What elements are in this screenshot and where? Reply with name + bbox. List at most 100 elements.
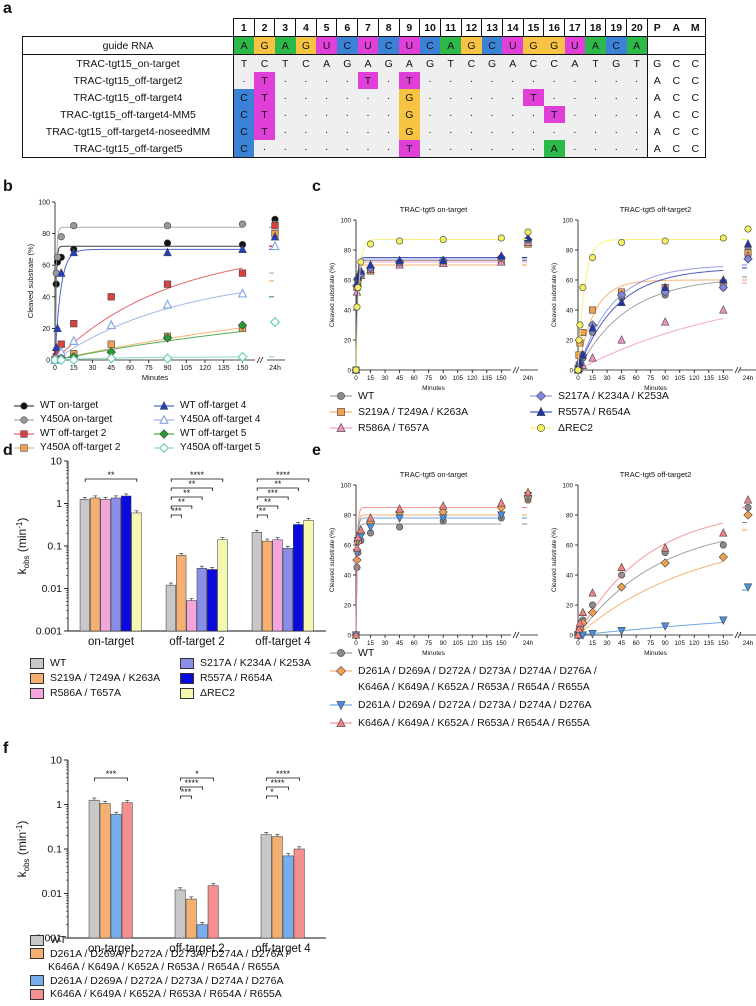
target-base: ·: [543, 89, 565, 106]
legend-label: ΔREC2: [558, 422, 594, 434]
target-base: ·: [605, 72, 627, 89]
guide-base: U: [316, 36, 337, 55]
x-tick-label: 120: [199, 365, 211, 372]
series-2: [573, 583, 753, 640]
legend-label: WT: [358, 390, 375, 402]
y-axis-label: kobs (min-1): [15, 821, 31, 878]
target-base: ·: [295, 140, 317, 158]
x-tick-label: 45: [618, 640, 626, 647]
y-tick-label: 0: [569, 633, 573, 640]
target-base: ·: [543, 123, 565, 140]
guide-base: G: [461, 36, 482, 55]
target-base: ·: [605, 123, 627, 140]
legend-item: S219A / T249A / K263A: [30, 672, 160, 684]
bar: [185, 898, 197, 939]
data-point: [589, 254, 597, 262]
data-point: [617, 627, 626, 636]
series-4: [573, 239, 753, 374]
data-point: [395, 514, 404, 523]
position-header: 12: [460, 18, 482, 37]
data-point: [162, 353, 173, 364]
legend-indent: [30, 963, 42, 972]
mismatch-base: G: [399, 106, 420, 123]
guide-base: U: [502, 36, 524, 55]
bar: [174, 889, 186, 939]
fit-line: [355, 261, 502, 371]
target-base: ·: [626, 106, 648, 123]
series-3: [573, 495, 753, 639]
target-base: A: [316, 54, 337, 72]
significance-label: ****: [276, 769, 291, 779]
panel-label-c: c: [312, 178, 321, 195]
panel-label-a: a: [3, 0, 12, 17]
target-base: ·: [626, 72, 648, 89]
y-tick-label: 80: [344, 513, 352, 520]
data-point: [578, 631, 588, 640]
target-base: ·: [274, 123, 296, 140]
significance-bracket: ****: [266, 778, 289, 790]
legend-swatch: [14, 401, 34, 410]
data-point: [575, 618, 585, 627]
significance-bracket: ****: [180, 778, 203, 790]
y-tick-label: 40: [344, 573, 352, 580]
data-point: [163, 222, 172, 230]
target-label: TRAC-tgt15_off-target4-MM5: [22, 106, 234, 123]
data-point-24h: [524, 228, 532, 236]
bar: [303, 520, 314, 632]
alignment-row: TRAC-tgt15_off-target4 C T · · · · · · G · · · · · T · · ·…: [22, 89, 706, 106]
y-tick-label: 20: [566, 338, 574, 345]
target-base: A: [357, 54, 379, 72]
fit-line: [54, 331, 243, 361]
y-tick-label: 0: [46, 358, 50, 365]
alignment-row: TRAC-tgt15_off-target4-noseedMM C T · · · · · · G…: [22, 123, 706, 140]
bracket-line: [256, 496, 289, 500]
bar: [207, 885, 219, 939]
target-base: ·: [481, 89, 503, 106]
legend-item: D261A / D269A / D272A / D273A / D274A / …: [330, 665, 597, 677]
guide-base: G: [254, 36, 275, 55]
pam-base: C: [685, 54, 706, 72]
target-label: TRAC-tgt15_off-target5: [22, 140, 234, 158]
mismatch-base: T: [543, 106, 565, 123]
target-base: C: [295, 54, 317, 72]
chart-d: 0.001 0.01 0.1 1 10 kobs (min-1) on-target off-…: [15, 456, 326, 648]
target-base: ·: [626, 89, 648, 106]
target-base: T: [626, 54, 648, 72]
significance-label: ****: [190, 470, 205, 480]
y-tick-label: 10: [50, 456, 62, 468]
legend-item: WT off-target 5: [154, 428, 246, 439]
y-tick-label: 60: [344, 543, 352, 550]
data-point: [616, 582, 627, 592]
legend-marker: [337, 408, 345, 416]
significance-label: *: [195, 769, 199, 779]
fit-line: [355, 517, 502, 636]
series-5: [50, 240, 280, 364]
data-point: [579, 284, 587, 292]
x-tick-label: 120: [467, 375, 478, 382]
mismatch-base: T: [254, 89, 275, 106]
alignment-row: TRAC-tgt15_on-target T C T C A G A G A G T C G A C C A T G T…: [22, 54, 706, 72]
guide-base: A: [440, 36, 462, 55]
fit-line: [577, 522, 724, 636]
legend-swatch: [530, 407, 552, 416]
legend-swatch: [30, 975, 44, 986]
legend-label: Y450A on-target: [40, 414, 113, 425]
alignment-row: TRAC-tgt15_off-target2 · T · · · · T · T · · · · · · · · ·…: [22, 72, 706, 89]
data-point: [661, 543, 670, 552]
position-header: 13: [481, 18, 503, 37]
legend-swatch: [180, 657, 194, 669]
data-point: [352, 543, 362, 552]
x-tick-label: 30: [382, 640, 390, 647]
x-tick-label: 90: [440, 640, 448, 647]
target-base: ·: [233, 72, 255, 89]
x-tick-label: 60: [126, 365, 134, 372]
target-base: ·: [461, 106, 482, 123]
target-base: A: [564, 54, 586, 72]
legend-swatch: [530, 391, 552, 401]
bar: [110, 814, 122, 939]
y-axis-label: Cleaved substrate (%): [551, 528, 558, 592]
legend-d: WT S219A / T249A / K263A R586A / T657A S217…: [30, 657, 330, 717]
x-tick-label: 75: [647, 375, 655, 382]
data-point: [356, 525, 366, 534]
